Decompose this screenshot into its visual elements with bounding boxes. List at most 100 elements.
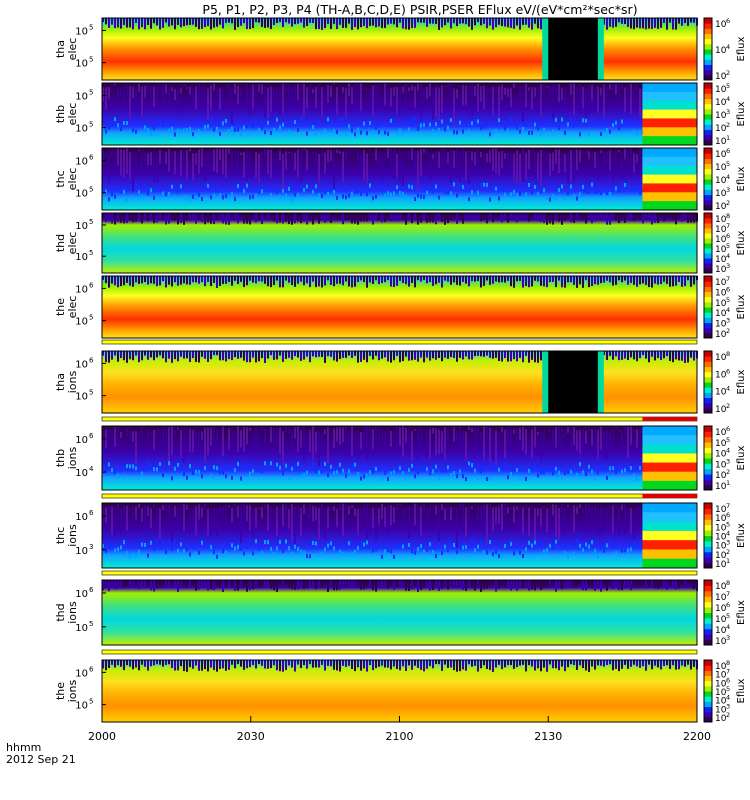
top-stripe xyxy=(240,580,242,585)
top-stripe xyxy=(210,580,212,590)
texture-speck xyxy=(384,130,386,135)
texture-speck xyxy=(573,124,575,129)
texture-column xyxy=(420,148,422,176)
texture-column xyxy=(441,85,443,113)
texture-speck xyxy=(387,476,389,481)
top-stripe xyxy=(126,660,128,666)
top-stripe xyxy=(627,351,629,361)
top-stripe xyxy=(540,213,542,223)
texture-speck xyxy=(546,195,548,200)
texture-column xyxy=(231,428,233,459)
top-stripe xyxy=(156,213,158,223)
texture-column xyxy=(216,87,218,98)
texture-speck xyxy=(609,539,611,544)
texture-speck xyxy=(558,470,560,475)
top-stripe xyxy=(363,660,365,669)
texture-column xyxy=(429,428,431,459)
texture-speck xyxy=(192,132,194,137)
top-stripe xyxy=(606,276,608,281)
top-stripe xyxy=(129,276,131,286)
top-stripe xyxy=(615,351,617,357)
texture-column xyxy=(621,430,623,447)
top-stripe xyxy=(399,351,401,363)
texture-column xyxy=(225,148,227,178)
top-stripe xyxy=(102,276,104,281)
y-tick-label: 10 xyxy=(75,468,88,479)
texture-column xyxy=(552,504,554,516)
top-stripe xyxy=(648,18,650,29)
top-stripe xyxy=(447,351,449,359)
top-stripe xyxy=(327,660,329,666)
top-stripe xyxy=(201,276,203,283)
y-tick-exponent: 5 xyxy=(89,218,93,226)
texture-speck xyxy=(354,549,356,554)
top-stripe xyxy=(336,18,338,30)
top-stripe xyxy=(216,351,218,356)
top-stripe xyxy=(498,351,500,361)
texture-speck xyxy=(528,540,530,545)
colorbar-tick-label: 10 xyxy=(715,176,727,186)
flag-bars xyxy=(101,339,698,655)
top-stripe xyxy=(447,18,449,23)
texture-column xyxy=(597,86,599,113)
texture-column xyxy=(189,428,191,453)
top-stripe xyxy=(117,660,119,666)
top-stripe xyxy=(279,580,281,585)
top-stripe xyxy=(105,660,107,671)
texture-speck xyxy=(258,466,260,471)
texture-column xyxy=(234,431,236,439)
texture-column xyxy=(594,504,596,518)
colorbar-swatch xyxy=(704,660,712,666)
colorbar-tick-exponent: 1 xyxy=(726,557,730,565)
top-stripe xyxy=(465,351,467,357)
colorbar-swatch xyxy=(704,351,712,357)
texture-speck xyxy=(558,188,560,193)
texture-speck xyxy=(390,549,392,554)
top-stripe xyxy=(594,276,596,285)
top-stripe xyxy=(363,213,365,222)
texture-column xyxy=(591,152,593,158)
top-stripe xyxy=(399,580,401,585)
colorbar-tick-exponent: 2 xyxy=(726,199,730,207)
top-stripe xyxy=(303,18,305,28)
colorbar-tick-exponent: 4 xyxy=(726,530,730,538)
texture-speck xyxy=(573,194,575,199)
y-tick-label: 10 xyxy=(75,359,88,370)
top-stripe xyxy=(531,351,533,360)
top-stripe xyxy=(573,580,575,587)
texture-speck xyxy=(270,193,272,198)
texture-column xyxy=(201,148,203,168)
texture-column xyxy=(192,508,194,527)
top-stripe xyxy=(315,213,317,218)
texture-speck xyxy=(375,194,377,199)
texture-speck xyxy=(243,551,245,556)
top-stripe xyxy=(213,351,215,356)
top-stripe xyxy=(180,213,182,223)
texture-speck xyxy=(498,467,500,472)
texture-column xyxy=(255,428,257,455)
texture-speck xyxy=(324,547,326,552)
texture-column xyxy=(258,431,260,455)
top-stripe xyxy=(684,213,686,219)
texture-speck xyxy=(114,548,116,553)
texture-column xyxy=(528,507,530,537)
colorbar-tick-label: 10 xyxy=(715,309,727,319)
top-stripe xyxy=(345,276,347,282)
end-block-band xyxy=(642,444,697,454)
texture-speck xyxy=(636,477,638,482)
top-stripe xyxy=(363,276,365,283)
top-stripe xyxy=(639,18,641,29)
top-stripe xyxy=(177,660,179,671)
top-stripe xyxy=(441,276,443,288)
top-stripe xyxy=(198,213,200,220)
top-stripe xyxy=(372,351,374,360)
colorbar-tick-label: 10 xyxy=(715,85,727,95)
texture-speck xyxy=(153,125,155,130)
texture-speck xyxy=(453,182,455,187)
top-stripe xyxy=(309,351,311,363)
texture-speck xyxy=(507,187,509,192)
texture-column xyxy=(285,426,287,432)
texture-speck xyxy=(579,132,581,137)
texture-speck xyxy=(408,468,410,473)
top-stripe xyxy=(411,18,413,29)
